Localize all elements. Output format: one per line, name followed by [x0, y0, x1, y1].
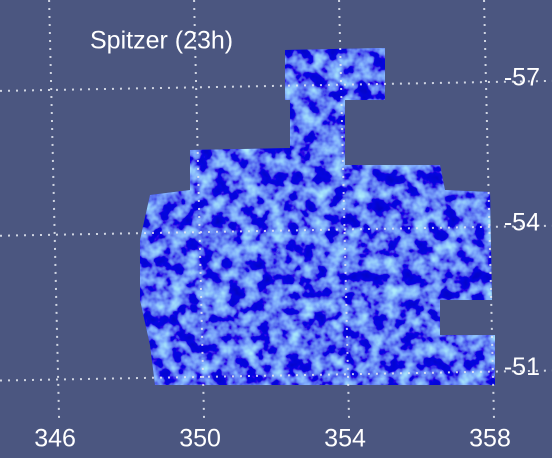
x-tick-label: 346 [34, 425, 76, 453]
y-tick-label: -57 [504, 64, 540, 92]
map-title: Spitzer (23h) [90, 27, 233, 55]
sky-map: Spitzer (23h) 346 350 354 358 -57 -54 -51 [0, 0, 552, 458]
x-tick-label: 358 [469, 425, 511, 453]
x-tick-label: 350 [179, 425, 221, 453]
x-tick-label: 354 [324, 425, 366, 453]
y-tick-label: -51 [504, 353, 540, 381]
y-tick-label: -54 [504, 208, 540, 236]
